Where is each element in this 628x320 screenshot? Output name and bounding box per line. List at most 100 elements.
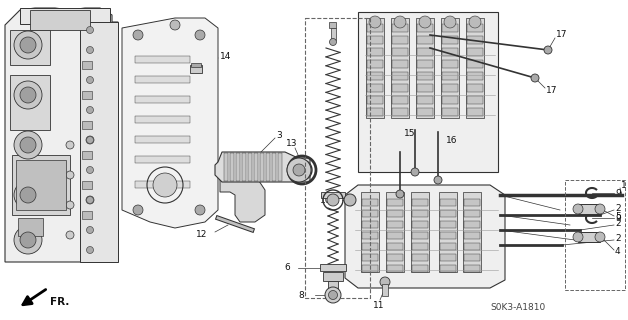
Bar xyxy=(464,210,480,217)
Bar xyxy=(367,84,383,92)
Bar xyxy=(362,243,378,250)
Bar xyxy=(367,72,383,80)
Text: 2: 2 xyxy=(615,204,620,212)
Bar xyxy=(392,60,408,68)
Bar xyxy=(30,10,90,30)
Circle shape xyxy=(87,196,94,204)
Circle shape xyxy=(87,107,94,114)
Circle shape xyxy=(396,190,404,198)
Bar xyxy=(578,232,600,242)
Circle shape xyxy=(293,164,305,176)
Bar xyxy=(260,153,264,181)
Bar xyxy=(135,181,190,188)
Bar xyxy=(236,153,240,181)
Text: 10: 10 xyxy=(320,196,332,204)
Bar xyxy=(82,181,92,189)
Circle shape xyxy=(20,137,36,153)
Text: 6: 6 xyxy=(284,263,290,273)
Bar xyxy=(417,84,433,92)
Bar xyxy=(391,18,409,118)
Bar xyxy=(467,84,483,92)
Bar xyxy=(464,221,480,228)
Bar xyxy=(467,96,483,104)
Bar xyxy=(382,284,388,296)
Bar xyxy=(467,24,483,32)
Circle shape xyxy=(20,232,36,248)
Text: 14: 14 xyxy=(220,52,231,60)
Bar xyxy=(417,108,433,116)
Text: 9: 9 xyxy=(615,213,620,222)
Text: 4: 4 xyxy=(615,246,620,255)
Bar xyxy=(392,84,408,92)
Circle shape xyxy=(195,205,205,215)
Bar xyxy=(323,272,343,281)
Text: 15: 15 xyxy=(404,129,416,138)
Circle shape xyxy=(292,160,312,180)
Bar xyxy=(440,243,456,250)
Circle shape xyxy=(195,30,205,40)
Circle shape xyxy=(87,246,94,253)
Text: 18: 18 xyxy=(368,194,379,203)
Circle shape xyxy=(595,232,605,242)
Bar xyxy=(565,180,625,290)
Bar xyxy=(224,153,228,181)
Bar xyxy=(191,63,201,67)
Polygon shape xyxy=(122,18,218,228)
Circle shape xyxy=(14,31,42,59)
Text: S0K3-A1810: S0K3-A1810 xyxy=(490,303,545,313)
Bar xyxy=(80,22,118,262)
Polygon shape xyxy=(5,8,118,262)
Bar xyxy=(440,254,456,261)
Bar xyxy=(367,36,383,44)
Bar xyxy=(362,254,378,261)
Bar xyxy=(135,156,190,163)
Bar xyxy=(367,60,383,68)
Circle shape xyxy=(14,226,42,254)
Bar xyxy=(417,96,433,104)
Bar xyxy=(230,153,234,181)
Bar xyxy=(412,232,428,239)
Circle shape xyxy=(327,194,339,206)
Circle shape xyxy=(419,16,431,28)
Bar xyxy=(463,192,481,272)
Bar xyxy=(135,116,190,123)
Bar xyxy=(362,232,378,239)
Text: FR.: FR. xyxy=(50,297,69,307)
Bar xyxy=(331,28,336,40)
Bar xyxy=(272,153,276,181)
Text: 13: 13 xyxy=(286,139,298,148)
Bar xyxy=(417,48,433,56)
Circle shape xyxy=(394,16,406,28)
Bar xyxy=(278,153,282,181)
Bar xyxy=(440,232,456,239)
Circle shape xyxy=(287,158,311,182)
Bar xyxy=(392,72,408,80)
Bar xyxy=(328,281,338,295)
Circle shape xyxy=(531,74,539,82)
Bar xyxy=(442,84,458,92)
Text: 17: 17 xyxy=(556,29,568,38)
Bar xyxy=(417,36,433,44)
Bar xyxy=(367,24,383,32)
Circle shape xyxy=(133,205,143,215)
Text: 2: 2 xyxy=(615,234,620,243)
Circle shape xyxy=(469,16,481,28)
Text: 9: 9 xyxy=(615,188,620,197)
Bar xyxy=(439,192,457,272)
Circle shape xyxy=(14,81,42,109)
Text: 17: 17 xyxy=(546,85,558,94)
Circle shape xyxy=(66,201,74,209)
Bar xyxy=(440,210,456,217)
Bar xyxy=(417,24,433,32)
Bar xyxy=(387,232,403,239)
Bar xyxy=(386,192,404,272)
Bar xyxy=(135,136,190,143)
Circle shape xyxy=(573,204,583,214)
Bar xyxy=(266,153,270,181)
Circle shape xyxy=(344,194,356,206)
Bar xyxy=(358,12,498,172)
Bar xyxy=(321,192,345,198)
Text: 8: 8 xyxy=(298,291,304,300)
Bar xyxy=(464,199,480,206)
Circle shape xyxy=(369,16,381,28)
